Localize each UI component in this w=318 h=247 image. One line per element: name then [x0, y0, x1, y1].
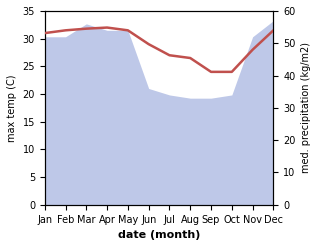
Y-axis label: med. precipitation (kg/m2): med. precipitation (kg/m2) — [301, 42, 311, 173]
Y-axis label: max temp (C): max temp (C) — [7, 74, 17, 142]
X-axis label: date (month): date (month) — [118, 230, 200, 240]
